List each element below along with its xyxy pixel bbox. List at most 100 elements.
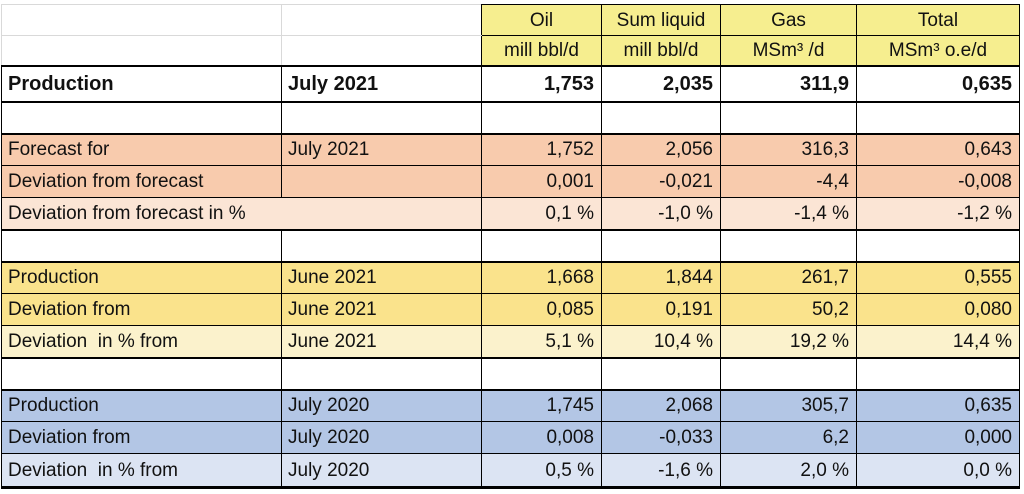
empty-cell[interactable] [856, 101, 1020, 134]
sum-liquid-value-cell[interactable]: 2,056 [601, 132, 721, 166]
empty-cell[interactable] [601, 229, 721, 262]
row-period-cell[interactable]: July 2020 [281, 421, 482, 454]
table-row-deviation-june-pct: Deviation in % from June 2021 5,1 % 10,4… [1, 325, 1020, 359]
empty-cell[interactable] [1, 4, 282, 36]
column-header-gas[interactable]: Gas [720, 4, 857, 36]
row-label-cell[interactable]: Deviation from [1, 293, 282, 326]
production-table: Oil Sum liquid Gas Total mill bbl/d mill… [1, 4, 1020, 489]
gas-value-cell[interactable]: 19,2 % [720, 325, 857, 359]
row-label-cell[interactable]: Deviation in % from [1, 325, 282, 359]
empty-cell[interactable] [720, 357, 857, 390]
empty-cell[interactable] [856, 229, 1020, 262]
sum-liquid-value-cell[interactable]: -0,033 [601, 421, 721, 454]
sum-liquid-value-cell[interactable]: -1,0 % [601, 197, 721, 231]
empty-cell[interactable] [601, 357, 721, 390]
table-row-deviation-forecast-pct: Deviation from forecast in % 0,1 % -1,0 … [1, 197, 1020, 231]
total-value-cell[interactable]: -1,2 % [856, 197, 1020, 231]
unit-header-oil[interactable]: mill bbl/d [481, 35, 602, 66]
empty-cell[interactable] [1, 101, 282, 134]
empty-cell[interactable] [720, 229, 857, 262]
gas-value-cell[interactable]: 261,7 [720, 260, 857, 294]
gas-value-cell[interactable]: -4,4 [720, 165, 857, 198]
table-row-production-current: Production July 2021 1,753 2,035 311,9 0… [1, 64, 1020, 103]
empty-cell[interactable] [1, 229, 282, 262]
total-value-cell[interactable]: 0,635 [856, 64, 1020, 103]
sum-liquid-value-cell[interactable]: -0,021 [601, 165, 721, 198]
oil-value-cell[interactable]: 0,085 [481, 293, 602, 326]
total-value-cell[interactable]: 0,555 [856, 260, 1020, 294]
empty-cell[interactable] [281, 35, 482, 66]
oil-value-cell[interactable]: 5,1 % [481, 325, 602, 359]
empty-cell[interactable] [281, 357, 482, 390]
oil-value-cell[interactable]: 1,752 [481, 132, 602, 166]
row-label-cell[interactable]: Deviation in % from [1, 453, 282, 489]
table-row-deviation-july2020: Deviation from July 2020 0,008 -0,033 6,… [1, 421, 1020, 454]
sum-liquid-value-cell[interactable]: 10,4 % [601, 325, 721, 359]
oil-value-cell[interactable]: 1,753 [481, 64, 602, 103]
unit-header-gas[interactable]: MSm³ /d [720, 35, 857, 66]
empty-cell[interactable] [481, 357, 602, 390]
gas-value-cell[interactable]: 305,7 [720, 388, 857, 422]
total-value-cell[interactable]: 0,080 [856, 293, 1020, 326]
gas-value-cell[interactable]: 2,0 % [720, 453, 857, 489]
row-label-cell[interactable]: Forecast for [1, 132, 282, 166]
total-value-cell[interactable]: 0,0 % [856, 453, 1020, 489]
table-row-deviation-forecast: Deviation from forecast 0,001 -0,021 -4,… [1, 165, 1020, 198]
unit-header-sum-liquid[interactable]: mill bbl/d [601, 35, 721, 66]
oil-value-cell[interactable]: 1,745 [481, 388, 602, 422]
gas-value-cell[interactable]: 311,9 [720, 64, 857, 103]
total-value-cell[interactable]: 14,4 % [856, 325, 1020, 359]
column-header-oil[interactable]: Oil [481, 4, 602, 36]
row-label-cell[interactable]: Production [1, 64, 282, 103]
empty-cell[interactable] [481, 101, 602, 134]
total-value-cell[interactable]: 0,643 [856, 132, 1020, 166]
column-header-total[interactable]: Total [856, 4, 1020, 36]
oil-value-cell[interactable]: 0,5 % [481, 453, 602, 489]
empty-cell[interactable] [1, 35, 282, 66]
empty-cell[interactable] [720, 101, 857, 134]
sum-liquid-value-cell[interactable]: 2,068 [601, 388, 721, 422]
row-period-cell[interactable] [281, 165, 482, 198]
oil-value-cell[interactable]: 0,008 [481, 421, 602, 454]
row-period-cell[interactable]: July 2021 [281, 132, 482, 166]
total-value-cell[interactable]: 0,635 [856, 388, 1020, 422]
row-label-cell[interactable]: Deviation from forecast in % [1, 197, 482, 231]
header-row-series: Oil Sum liquid Gas Total [1, 4, 1020, 36]
empty-cell[interactable] [281, 101, 482, 134]
row-period-cell[interactable]: June 2021 [281, 293, 482, 326]
gas-value-cell[interactable]: 6,2 [720, 421, 857, 454]
gas-value-cell[interactable]: -1,4 % [720, 197, 857, 231]
empty-cell[interactable] [856, 357, 1020, 390]
row-period-cell[interactable]: July 2020 [281, 453, 482, 489]
sum-liquid-value-cell[interactable]: 0,191 [601, 293, 721, 326]
empty-cell[interactable] [601, 101, 721, 134]
unit-header-total[interactable]: MSm³ o.e/d [856, 35, 1020, 66]
empty-cell[interactable] [281, 229, 482, 262]
total-value-cell[interactable]: -0,008 [856, 165, 1020, 198]
row-period-cell[interactable]: July 2020 [281, 388, 482, 422]
oil-value-cell[interactable]: 1,668 [481, 260, 602, 294]
row-period-cell[interactable]: July 2021 [281, 64, 482, 103]
sum-liquid-value-cell[interactable]: -1,6 % [601, 453, 721, 489]
sum-liquid-value-cell[interactable]: 2,035 [601, 64, 721, 103]
table-row-deviation-june: Deviation from June 2021 0,085 0,191 50,… [1, 293, 1020, 326]
row-label-cell[interactable]: Production [1, 388, 282, 422]
column-header-sum-liquid[interactable]: Sum liquid [601, 4, 721, 36]
row-period-cell[interactable]: June 2021 [281, 325, 482, 359]
row-label-cell[interactable]: Deviation from [1, 421, 282, 454]
spacer-row [1, 229, 1020, 262]
oil-value-cell[interactable]: 0,001 [481, 165, 602, 198]
table-row-production-july2020: Production July 2020 1,745 2,068 305,7 0… [1, 388, 1020, 422]
oil-value-cell[interactable]: 0,1 % [481, 197, 602, 231]
empty-cell[interactable] [281, 4, 482, 36]
empty-cell[interactable] [481, 229, 602, 262]
sum-liquid-value-cell[interactable]: 1,844 [601, 260, 721, 294]
row-label-cell[interactable]: Deviation from forecast [1, 165, 282, 198]
table-row-production-june: Production June 2021 1,668 1,844 261,7 0… [1, 260, 1020, 294]
gas-value-cell[interactable]: 316,3 [720, 132, 857, 166]
row-label-cell[interactable]: Production [1, 260, 282, 294]
empty-cell[interactable] [1, 357, 282, 390]
total-value-cell[interactable]: 0,000 [856, 421, 1020, 454]
gas-value-cell[interactable]: 50,2 [720, 293, 857, 326]
row-period-cell[interactable]: June 2021 [281, 260, 482, 294]
